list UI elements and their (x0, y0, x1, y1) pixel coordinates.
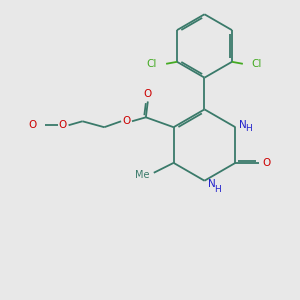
Text: O: O (28, 120, 37, 130)
Text: Cl: Cl (252, 59, 262, 69)
Text: O: O (262, 158, 270, 168)
Text: Cl: Cl (147, 59, 157, 69)
Text: O: O (58, 120, 67, 130)
Text: N: N (239, 120, 247, 130)
Text: H: H (214, 184, 221, 194)
Text: O: O (144, 88, 152, 98)
Text: O: O (122, 116, 130, 126)
Text: N: N (208, 179, 216, 189)
Text: Me: Me (135, 170, 150, 180)
Text: H: H (245, 124, 252, 133)
